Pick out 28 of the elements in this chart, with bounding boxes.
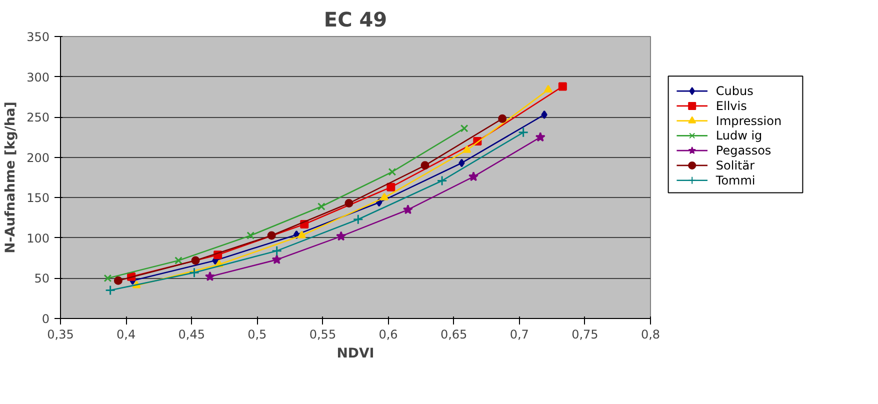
x-axis-title: NDVI <box>336 346 374 362</box>
legend-label: Pegassos <box>716 144 772 158</box>
legend-label: Ellvis <box>716 98 747 113</box>
legend-label: Cubus <box>716 84 754 98</box>
x-tick-label: 0,4 <box>116 328 136 342</box>
y-tick-label: 0 <box>42 312 50 326</box>
x-tick-label: 0,8 <box>640 328 660 342</box>
x-tick-label: 0,5 <box>248 328 267 342</box>
legend-label: Impression <box>716 114 782 128</box>
y-tick-label: 50 <box>34 272 50 286</box>
y-axis-title: N-Aufnahme [kg/ha] <box>4 102 19 254</box>
legend-label: Ludw ig <box>716 128 762 143</box>
legend-label: Tommi <box>714 173 756 188</box>
x-tick-label: 0,45 <box>178 328 205 342</box>
x-tick-label: 0,35 <box>47 328 74 342</box>
chart-title: EC 49 <box>324 8 388 32</box>
y-tick-label: 350 <box>26 30 50 44</box>
y-tick-label: 150 <box>26 191 50 206</box>
x-tick-label: 0,75 <box>572 328 598 342</box>
x-tick-label: 0,7 <box>510 328 529 342</box>
x-tick-label: 0,65 <box>440 328 468 342</box>
x-tick-label: 0,6 <box>378 328 398 342</box>
y-tick-label: 200 <box>26 150 50 165</box>
x-tick-label: 0,55 <box>309 328 336 342</box>
y-tick-label: 300 <box>26 70 50 84</box>
y-tick-label: 100 <box>26 231 50 246</box>
legend-label: Solitär <box>716 158 755 172</box>
y-tick-label: 250 <box>26 110 50 125</box>
